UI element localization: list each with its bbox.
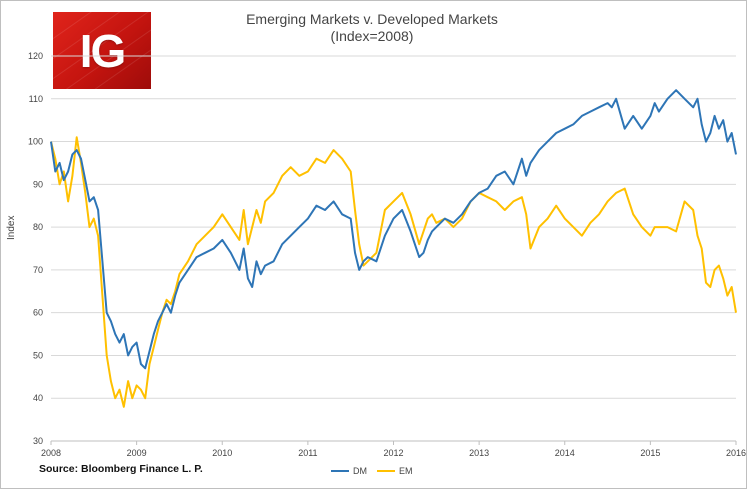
y-tick-30: 30 bbox=[33, 436, 43, 446]
legend-swatch-dm bbox=[331, 470, 349, 472]
x-tick-2016: 2016 bbox=[726, 448, 746, 458]
y-tick-90: 90 bbox=[33, 179, 43, 189]
legend-swatch-em bbox=[377, 470, 395, 472]
y-tick-60: 60 bbox=[33, 308, 43, 318]
legend-label-em: EM bbox=[399, 466, 413, 476]
x-tick-2013: 2013 bbox=[469, 448, 489, 458]
logo-text: IG bbox=[79, 25, 127, 77]
y-tick-80: 80 bbox=[33, 222, 43, 232]
x-tick-2009: 2009 bbox=[127, 448, 147, 458]
y-tick-labels: 30 40 50 60 70 80 90 100 110 120 bbox=[28, 51, 43, 446]
grid-lines bbox=[50, 55, 737, 445]
y-tick-70: 70 bbox=[33, 265, 43, 275]
x-tick-2010: 2010 bbox=[212, 448, 232, 458]
x-tick-labels: 2008 2009 2010 2011 2012 2013 2014 2015 2016 bbox=[41, 448, 746, 458]
y-tick-50: 50 bbox=[33, 350, 43, 360]
ig-logo: IG bbox=[53, 12, 151, 89]
legend-label-dm: DM bbox=[353, 466, 367, 476]
chart-title: Emerging Markets v. Developed Markets bbox=[246, 11, 498, 27]
series-line-em bbox=[50, 136, 737, 408]
y-tick-40: 40 bbox=[33, 393, 43, 403]
legend: DM EM bbox=[331, 466, 423, 476]
x-tick-2014: 2014 bbox=[555, 448, 575, 458]
y-tick-110: 110 bbox=[29, 94, 43, 104]
x-tick-2012: 2012 bbox=[383, 448, 403, 458]
x-tick-2015: 2015 bbox=[640, 448, 660, 458]
y-tick-100: 100 bbox=[28, 137, 43, 147]
source-note: Source: Bloomberg Finance L. P. bbox=[39, 463, 203, 475]
legend-item-dm: DM bbox=[331, 466, 367, 476]
x-tick-2008: 2008 bbox=[41, 448, 61, 458]
legend-item-em: EM bbox=[377, 466, 413, 476]
series-line-dm bbox=[50, 89, 737, 370]
x-tick-2011: 2011 bbox=[298, 448, 317, 458]
series-lines bbox=[50, 89, 737, 408]
chart-subtitle: (Index=2008) bbox=[330, 28, 414, 44]
y-tick-120: 120 bbox=[28, 51, 43, 61]
